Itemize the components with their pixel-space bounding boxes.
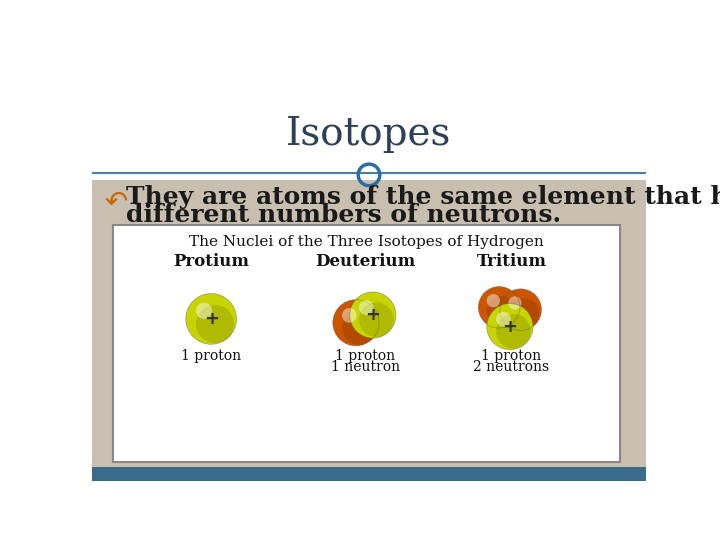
Text: Deuterium: Deuterium bbox=[315, 253, 415, 269]
Text: ↶: ↶ bbox=[104, 188, 127, 216]
Text: 1 proton: 1 proton bbox=[181, 349, 241, 363]
Circle shape bbox=[359, 300, 374, 315]
Circle shape bbox=[487, 296, 518, 327]
Circle shape bbox=[478, 287, 520, 328]
Circle shape bbox=[508, 296, 521, 309]
FancyBboxPatch shape bbox=[92, 467, 647, 481]
Circle shape bbox=[359, 302, 394, 337]
FancyBboxPatch shape bbox=[113, 225, 620, 462]
Circle shape bbox=[496, 312, 510, 327]
Text: different numbers of neutrons.: different numbers of neutrons. bbox=[126, 203, 561, 227]
Circle shape bbox=[500, 289, 541, 330]
Circle shape bbox=[508, 298, 539, 329]
Text: Isotopes: Isotopes bbox=[287, 116, 451, 153]
Text: 2 neutrons: 2 neutrons bbox=[473, 360, 549, 374]
Circle shape bbox=[496, 314, 531, 348]
Circle shape bbox=[333, 300, 379, 346]
FancyBboxPatch shape bbox=[92, 65, 647, 180]
Text: Tritium: Tritium bbox=[477, 253, 546, 269]
FancyBboxPatch shape bbox=[92, 180, 647, 467]
Circle shape bbox=[487, 294, 500, 307]
Text: 1 proton: 1 proton bbox=[335, 349, 395, 363]
Text: 1 proton: 1 proton bbox=[482, 349, 541, 363]
Circle shape bbox=[196, 302, 212, 319]
Text: +: + bbox=[204, 310, 219, 328]
Text: The Nuclei of the Three Isotopes of Hydrogen: The Nuclei of the Three Isotopes of Hydr… bbox=[189, 235, 544, 249]
Text: They are atoms of the same element that have: They are atoms of the same element that … bbox=[126, 185, 720, 209]
Circle shape bbox=[342, 310, 377, 345]
Circle shape bbox=[186, 293, 237, 345]
Text: 1 neutron: 1 neutron bbox=[330, 360, 400, 374]
Circle shape bbox=[342, 308, 357, 323]
Circle shape bbox=[487, 303, 533, 350]
Text: Protium: Protium bbox=[173, 253, 249, 269]
Text: +: + bbox=[503, 318, 518, 335]
Circle shape bbox=[196, 305, 234, 343]
Text: +: + bbox=[365, 306, 380, 324]
Circle shape bbox=[350, 292, 396, 338]
